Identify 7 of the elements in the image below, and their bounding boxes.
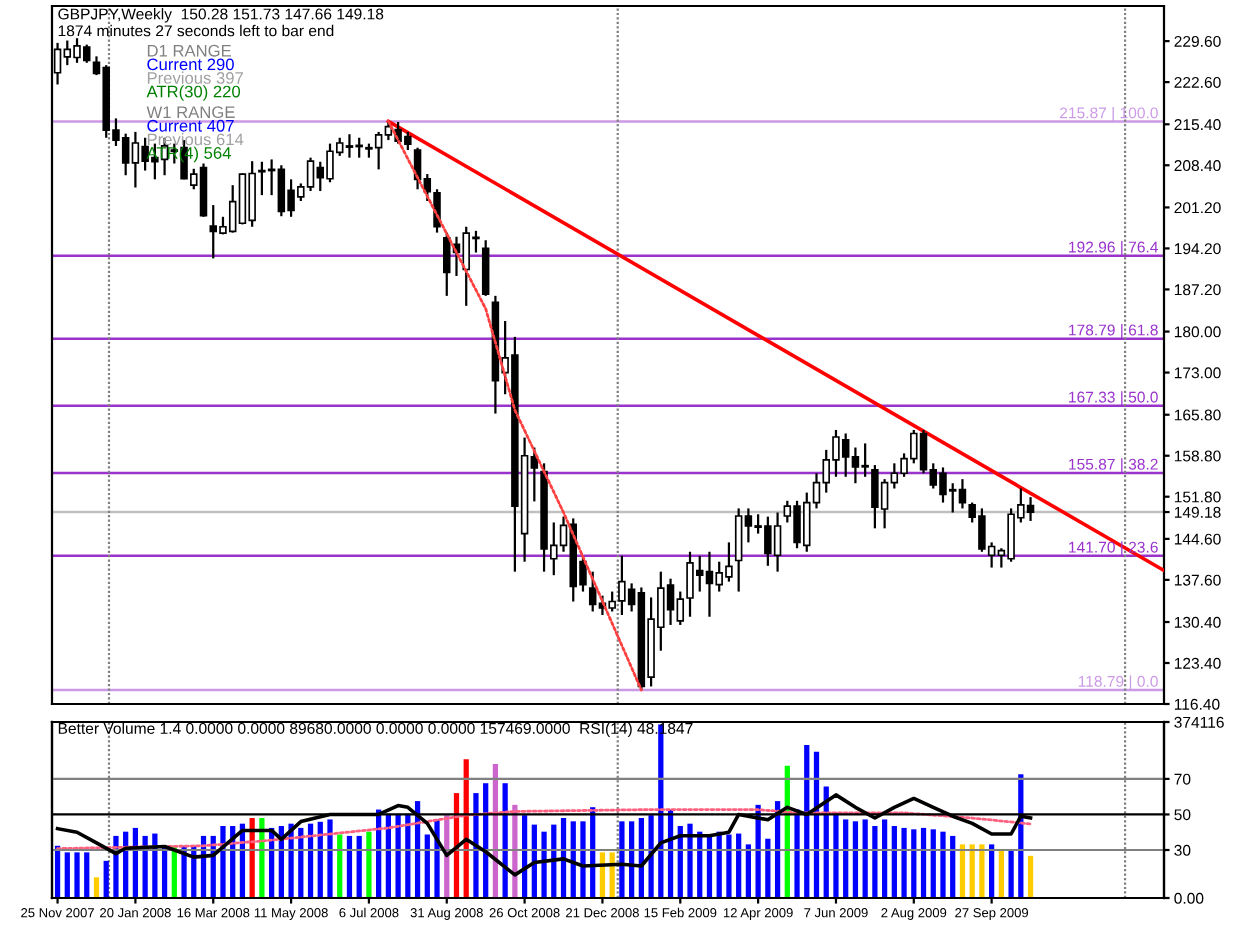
annotation: D1 RANGE: [147, 44, 232, 57]
annotation: Previous 397: [147, 71, 243, 84]
annotation: ATR(30) 220: [146, 85, 241, 101]
annotation: Previous 614: [147, 133, 244, 146]
annotation: W1 RANGE: [146, 106, 235, 119]
annotation: Current 290: [147, 58, 234, 71]
annotation: Current 407: [147, 119, 234, 132]
